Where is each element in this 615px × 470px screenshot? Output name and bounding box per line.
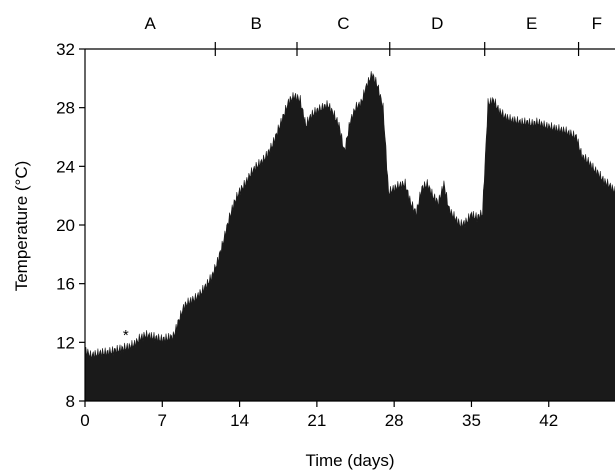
y-tick-label: 32	[56, 40, 75, 59]
phase-label-C: C	[337, 14, 349, 33]
x-tick-label: 28	[385, 411, 404, 430]
x-tick-label: 14	[230, 411, 249, 430]
axes-group: 8 12 16 20 24 28 32 0 7 14 21 28 35 42	[56, 40, 615, 430]
x-tick-label: 42	[539, 411, 558, 430]
x-tick-label: 0	[80, 411, 89, 430]
phase-label-D: D	[431, 14, 443, 33]
y-axis-label: Temperature (°C)	[12, 161, 31, 292]
phase-label-B: B	[250, 14, 261, 33]
temperature-area-series-0	[84, 71, 615, 402]
chart-area-group	[84, 71, 615, 402]
x-tick-label: 35	[462, 411, 481, 430]
phase-label-F: F	[592, 14, 602, 33]
y-tick-label: 16	[56, 275, 75, 294]
annotation-group: *	[123, 327, 129, 344]
phase-bar-group: A B C D E F	[85, 14, 615, 56]
x-tick-label: 7	[158, 411, 167, 430]
x-axis-label: Time (days)	[305, 451, 394, 470]
y-tick-label: 20	[56, 216, 75, 235]
y-tick-label: 28	[56, 99, 75, 118]
y-tick-label: 12	[56, 333, 75, 352]
y-tick-label: 24	[56, 157, 75, 176]
y-tick-label: 8	[66, 392, 75, 411]
annotation-asterisk: *	[123, 327, 129, 344]
x-tick-label: 21	[307, 411, 326, 430]
phase-label-E: E	[526, 14, 537, 33]
phase-label-A: A	[144, 14, 156, 33]
